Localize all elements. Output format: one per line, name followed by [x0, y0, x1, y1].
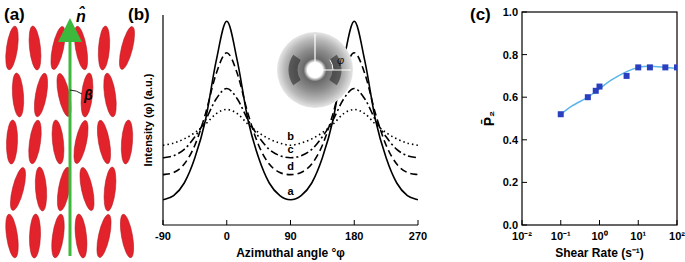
- curve-label: c: [287, 143, 293, 155]
- angle-label: β: [83, 87, 93, 103]
- panel-c: 0.00.20.40.60.81.010⁻²10⁻¹10⁰10¹10²Shear…: [470, 5, 685, 260]
- molecule: [73, 214, 89, 259]
- x-tick-label: 270: [409, 230, 427, 242]
- molecule: [50, 120, 66, 165]
- y-tick: [522, 12, 527, 13]
- inset-line: [314, 34, 315, 70]
- y-tick: [522, 54, 527, 55]
- inset-pattern: [277, 32, 353, 108]
- x-tick-label: 10²: [669, 230, 685, 242]
- curve-label: d: [287, 160, 294, 172]
- molecule: [97, 26, 111, 71]
- x-tick: [163, 220, 164, 225]
- y-tick-label: 0.4: [503, 134, 519, 146]
- x-tick: [290, 220, 291, 225]
- x-tick: [560, 220, 561, 225]
- data-point: [597, 84, 603, 90]
- molecule: [79, 73, 95, 118]
- plot-lines: [163, 21, 418, 200]
- y-tick: [522, 182, 527, 183]
- panel-a: (a) n̂ β: [3, 5, 137, 259]
- x-tick-label: -90: [155, 230, 171, 242]
- x-tick-label: 10⁰: [591, 230, 607, 242]
- curve: [163, 53, 418, 175]
- data-point: [674, 64, 677, 70]
- x-tick: [599, 220, 600, 225]
- curve-label: b: [287, 130, 294, 142]
- plot-marks: [558, 64, 677, 117]
- curve: [163, 21, 418, 200]
- data-point: [585, 94, 591, 100]
- fit-line: [561, 66, 677, 114]
- y-tick: [522, 225, 527, 226]
- plot-frame: [522, 12, 677, 225]
- x-tick: [226, 220, 227, 225]
- molecule: [101, 72, 118, 117]
- molecule: [3, 213, 20, 258]
- y-tick-label: 0.2: [503, 176, 518, 188]
- x-tick-label: 90: [284, 230, 296, 242]
- x-tick-label: 180: [345, 230, 363, 242]
- molecule: [26, 119, 43, 164]
- molecule: [94, 213, 114, 258]
- molecule: [29, 214, 42, 258]
- x-tick: [354, 220, 355, 225]
- molecule: [71, 119, 91, 164]
- x-axis-label: Azimuthal angle °φ: [236, 246, 345, 260]
- data-point: [647, 64, 653, 70]
- y-tick-label: 0.6: [503, 91, 518, 103]
- molecule: [3, 25, 20, 70]
- x-tick: [677, 220, 678, 225]
- data-point: [558, 111, 564, 117]
- molecule: [27, 26, 43, 71]
- molecule: [116, 25, 137, 70]
- molecule: [34, 167, 48, 212]
- inset: φ: [277, 32, 353, 108]
- panel-b: -90 0 90 180 270 Azimuthal angle °φ Intensity …: [128, 5, 427, 260]
- curve-label: a: [287, 185, 294, 197]
- x-tick: [638, 220, 639, 225]
- x-tick-label: 10¹: [630, 230, 646, 242]
- molecule: [120, 120, 134, 165]
- x-tick: [522, 220, 523, 225]
- director-arrow: [69, 30, 72, 256]
- panel-label: (c): [470, 5, 491, 24]
- molecule: [102, 167, 118, 212]
- y-axis-label: Intensity (φ) (a.u.): [142, 73, 154, 166]
- inset-angle-label: φ: [337, 54, 344, 66]
- angle-arc: [70, 90, 82, 94]
- y-tick: [522, 139, 527, 140]
- panel-label: (a): [4, 5, 25, 24]
- y-axis-label: P̄₂: [480, 111, 497, 127]
- molecule: [7, 166, 28, 211]
- x-tick: [418, 220, 419, 225]
- molecule: [49, 213, 66, 258]
- molecule: [77, 166, 97, 211]
- director-label: n̂: [76, 6, 86, 25]
- inset-arc: [293, 57, 297, 82]
- figure: (a) n̂ β -90 0 90 180 270 Azimuthal angle °φ Inte…: [0, 0, 685, 262]
- data-point: [635, 64, 641, 70]
- data-point: [624, 73, 630, 79]
- molecule: [48, 25, 68, 70]
- y-axis: [162, 15, 163, 225]
- x-axis-label: Shear Rate (s⁻¹): [555, 246, 644, 260]
- y-tick: [522, 97, 527, 98]
- molecule: [95, 119, 113, 164]
- y-tick-label: 0.8: [503, 49, 518, 61]
- x-tick-label: 10⁻²: [512, 230, 532, 242]
- y-tick-label: 1.0: [503, 6, 518, 18]
- data-point: [662, 64, 668, 70]
- molecule: [72, 25, 90, 70]
- molecule: [32, 72, 50, 117]
- panel-label: (b): [128, 5, 150, 24]
- x-tick-label: 10⁻¹: [551, 230, 571, 242]
- molecule: [118, 213, 136, 258]
- molecule: [11, 73, 25, 118]
- inset-angle: [330, 60, 333, 70]
- molecule: [6, 120, 19, 164]
- x-tick-label: 0: [224, 230, 230, 242]
